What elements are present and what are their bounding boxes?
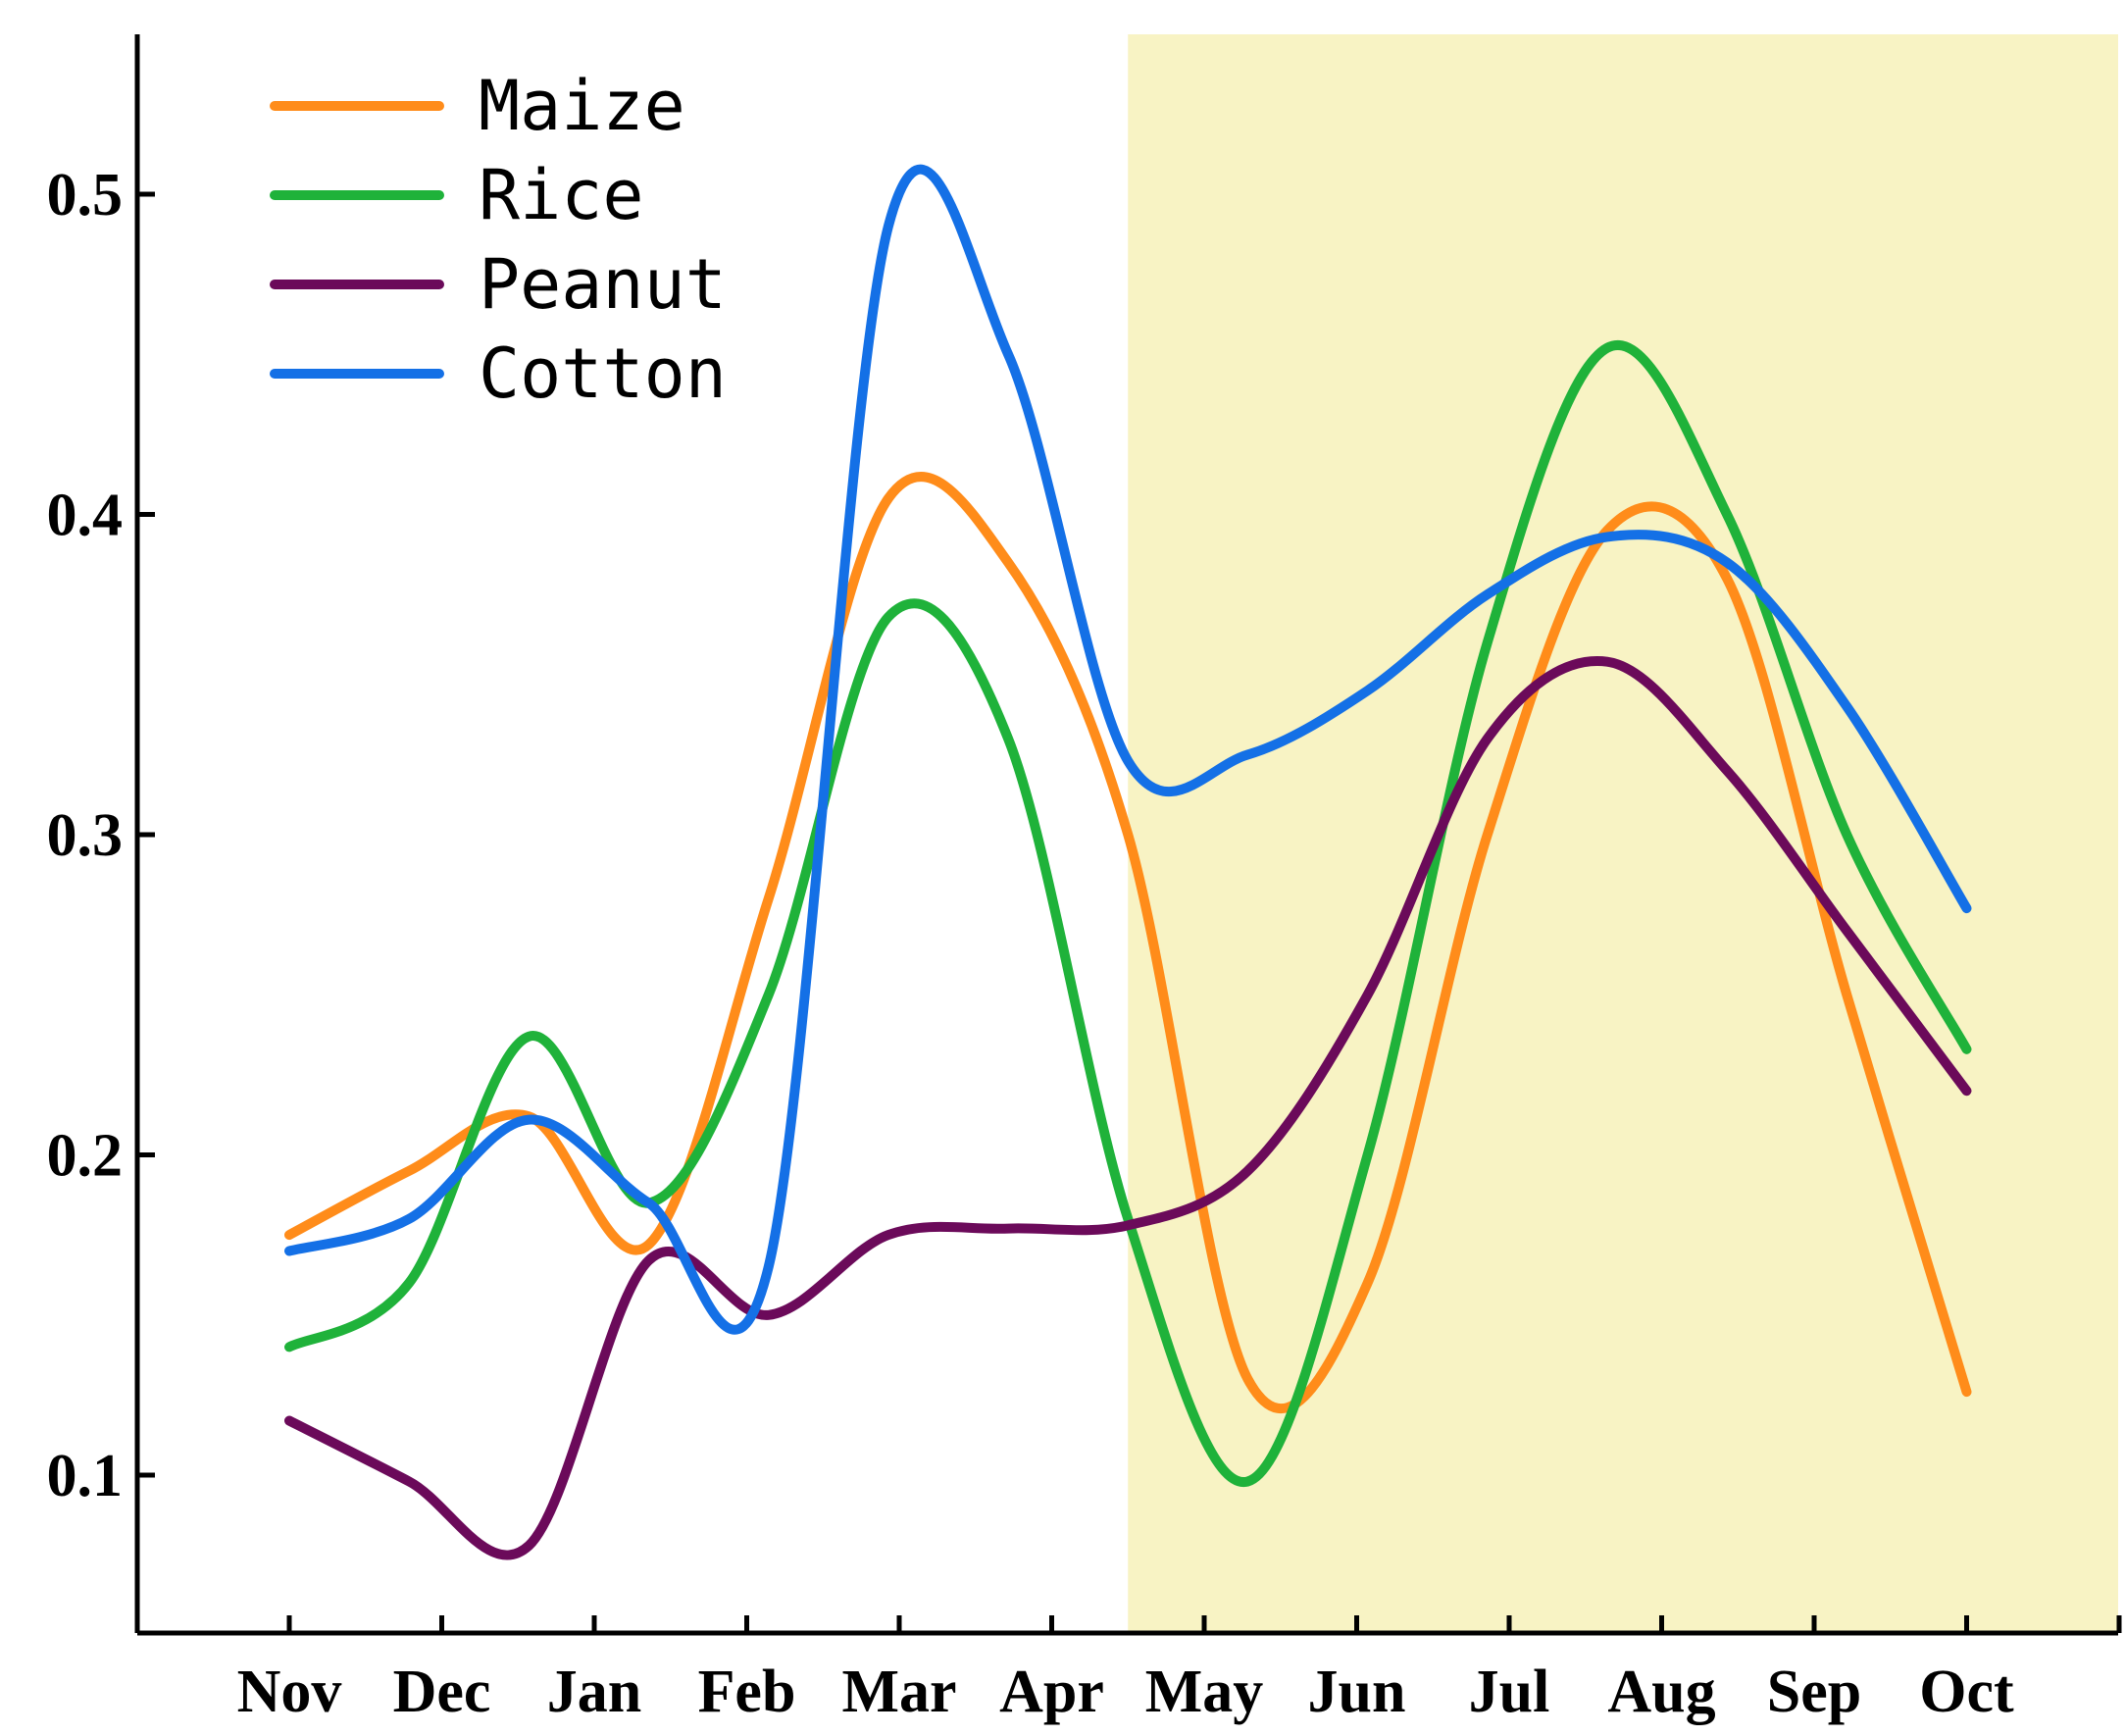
y-tick-label: 0.2 [47,1123,124,1190]
x-tick-label-dec: Dec [393,1659,491,1725]
legend-label-rice: Rice [479,155,644,235]
highlight-band [1128,34,2118,1633]
series-line-peanut [284,656,1972,1560]
x-tick-label-mar: Mar [841,1659,956,1725]
legend-label-maize: Maize [479,66,685,146]
x-tick-label-may: May [1145,1659,1264,1725]
series-line-rice [284,340,1972,1487]
x-tick-label-apr: Apr [999,1659,1104,1725]
x-tick-label-sep: Sep [1767,1659,1861,1725]
y-tick-label: 0.3 [47,802,124,869]
series-group [284,164,1972,1560]
x-tick-label-aug: Aug [1607,1659,1715,1725]
x-tick-label-jan: Jan [547,1659,641,1725]
legend-label-peanut: Peanut [479,244,727,325]
y-tick-label: 0.5 [47,162,124,229]
y-tick-label: 0.1 [47,1443,124,1509]
series-line-cotton [284,164,1972,1335]
y-tick-label: 0.4 [47,483,124,549]
x-tick-label-jul: Jul [1469,1659,1550,1725]
x-tick-label-jun: Jun [1308,1659,1406,1725]
x-tick-label-feb: Feb [698,1659,796,1725]
y-ticks: 0.1 0.2 0.3 0.4 0.5 [47,162,155,1509]
x-tick-label-oct: Oct [1919,1659,2014,1725]
x-ticks: Nov Dec Jan Feb Mar Apr May Jun Jul Aug Sep Oct [237,1615,2122,1725]
x-tick-label-nov: Nov [237,1659,342,1725]
legend-label-cotton: Cotton [479,333,727,414]
series-line-maize [284,472,1972,1414]
